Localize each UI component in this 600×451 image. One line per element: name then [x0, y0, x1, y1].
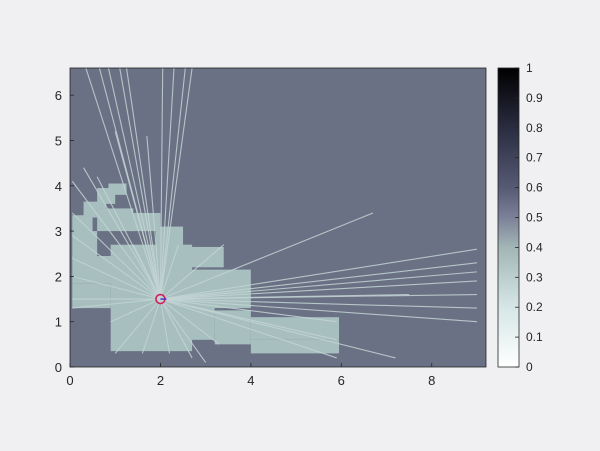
- scan-ray: [159, 298, 207, 363]
- colorbar-tick-label: 1: [526, 61, 533, 75]
- scan-ray: [71, 212, 161, 300]
- colorbar-tick-label: 0.3: [526, 270, 543, 284]
- y-axis: 0 1 2 3 4 5 6: [55, 88, 74, 375]
- scan-ray: [119, 68, 161, 300]
- scan-ray: [159, 68, 175, 300]
- scan-ray: [132, 244, 161, 300]
- y-tick-label: 0: [55, 360, 62, 375]
- free-space-region: [72, 283, 111, 309]
- scan-ray: [160, 244, 225, 300]
- colorbar-tick-label: 0.8: [526, 121, 543, 135]
- scan-ray: [159, 68, 186, 300]
- scan-ray: [72, 298, 161, 309]
- scan-ray: [160, 271, 478, 300]
- colorbar-tick-label: 0.4: [526, 240, 543, 254]
- free-space-region: [97, 208, 134, 232]
- scan-ray: [160, 280, 477, 300]
- colorbar-tick-label: 0.1: [526, 330, 543, 344]
- scan-ray: [146, 135, 161, 300]
- free-space-region: [250, 339, 340, 354]
- x-tick-label: 0: [66, 373, 73, 388]
- y-tick-label: 2: [55, 269, 62, 284]
- scan-ray: [71, 180, 161, 300]
- scan-ray: [159, 298, 193, 359]
- free-space-region: [72, 256, 116, 284]
- scan-ray: [160, 262, 478, 300]
- plot-area: [70, 68, 486, 367]
- scan-ray: [159, 244, 180, 300]
- scan-ray: [72, 275, 161, 300]
- scan-ray: [141, 298, 161, 354]
- colorbar-tick-label: 0.9: [526, 91, 543, 105]
- colorbar-ticks: 0 0.1 0.2 0.3 0.4 0.5 0.6 0.7 0.8 0.9 1: [515, 61, 543, 374]
- x-tick-label: 8: [428, 373, 435, 388]
- scan-ray: [160, 298, 396, 359]
- scan-ray: [83, 167, 161, 300]
- scan-ray: [125, 68, 161, 300]
- scan-ray: [107, 68, 161, 300]
- x-axis: 0 2 4 6 8: [66, 363, 435, 388]
- x-tick-label: 6: [338, 373, 345, 388]
- scan-ray: [159, 68, 193, 300]
- lidar-scan-rays: [71, 68, 478, 363]
- scan-ray: [114, 298, 161, 354]
- y-tick-label: 3: [55, 224, 62, 239]
- scan-ray: [159, 68, 164, 300]
- scan-ray: [160, 212, 374, 300]
- scan-ray: [160, 248, 478, 300]
- axes-box: [69, 67, 487, 368]
- colorbar-tick-label: 0.6: [526, 181, 543, 195]
- free-space-region: [250, 317, 340, 340]
- scan-ray: [160, 298, 220, 345]
- free-space-region: [97, 188, 116, 204]
- scan-ray: [85, 68, 161, 300]
- free-space-region: [108, 183, 127, 195]
- scan-ray: [160, 298, 477, 323]
- scan-ray: [160, 293, 477, 300]
- y-tick-label: 5: [55, 133, 62, 148]
- y-tick-label: 6: [55, 88, 62, 103]
- robot-marker: [155, 293, 167, 305]
- x-tick-label: 4: [247, 373, 254, 388]
- scan-ray: [160, 298, 337, 323]
- free-space-region: [72, 215, 93, 236]
- scan-ray: [110, 298, 161, 323]
- colorbar-tick-label: 0: [526, 360, 533, 374]
- y-tick-label: 1: [55, 315, 62, 330]
- scan-ray: [160, 298, 337, 359]
- x-tick-label: 2: [157, 373, 164, 388]
- colorbar-tick-label: 0.5: [526, 211, 543, 225]
- colorbar-tick-label: 0.2: [526, 300, 543, 314]
- scan-ray: [160, 298, 477, 309]
- scan-ray: [159, 298, 171, 354]
- colorbar-tick-label: 0.7: [526, 151, 543, 165]
- colorbar: 0 0.1 0.2 0.3 0.4 0.5 0.6 0.7 0.8 0.9 1: [497, 61, 543, 374]
- scan-ray: [71, 235, 161, 300]
- y-tick-label: 4: [55, 179, 62, 194]
- scan-ray: [114, 131, 161, 300]
- scan-ray: [72, 257, 161, 300]
